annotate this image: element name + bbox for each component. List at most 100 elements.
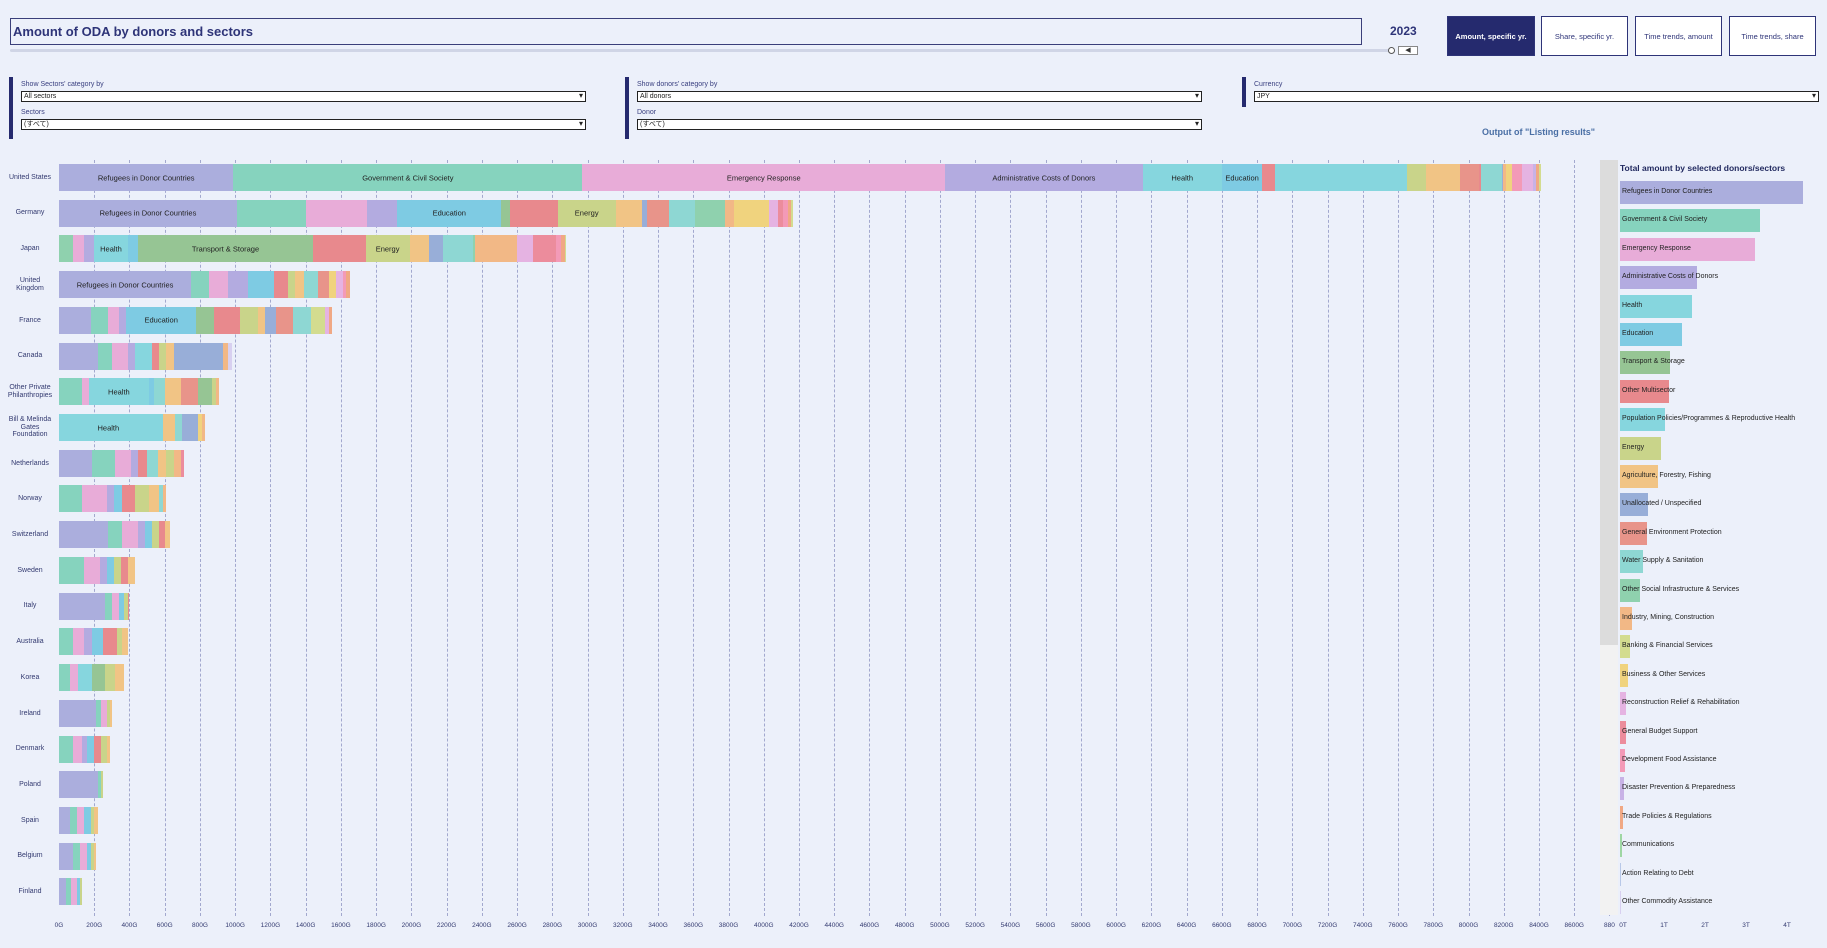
- bar-segment-education[interactable]: [87, 842, 91, 870]
- bar-segment-energy[interactable]: [212, 378, 216, 406]
- total-bar-industry-mining-construction[interactable]: [1620, 607, 1633, 630]
- bar-segment-emergency-response[interactable]: [208, 271, 229, 299]
- bar-segment-development-food-assistance[interactable]: [342, 271, 347, 299]
- bar-segment-health[interactable]: [78, 664, 93, 692]
- bar-segment-administrative-costs-of-donors[interactable]: [83, 235, 95, 263]
- total-bar-business-other-services[interactable]: [1620, 663, 1629, 687]
- bar-segment-business-other-services[interactable]: [1506, 164, 1512, 191]
- bar-segment-banking-financial-services[interactable]: [791, 199, 793, 227]
- bar-segment-government-civil-society[interactable]: [59, 485, 82, 513]
- bar-segment-energy[interactable]: [134, 485, 149, 513]
- total-bar-government-civil-society[interactable]: [1620, 209, 1761, 233]
- bar-segment-government-civil-society[interactable]: [104, 592, 112, 620]
- bar-segment-refugees-in-donor-countries[interactable]: [59, 699, 96, 727]
- bar-segment-transport-storage[interactable]: [198, 378, 213, 406]
- bar-segment-government-civil-society[interactable]: [233, 164, 583, 191]
- view-time-trends-amount-button[interactable]: Time trends, amount: [1635, 16, 1722, 56]
- bar-segment-industry-mining-construction[interactable]: [173, 449, 181, 477]
- bar-segment-refugees-in-donor-countries[interactable]: [59, 521, 109, 549]
- sector-category-select[interactable]: All sectors: [21, 91, 586, 102]
- bar-segment-industry-mining-construction[interactable]: [725, 199, 734, 227]
- bar-segment-education[interactable]: [397, 199, 502, 227]
- bar-segment-other-multisector[interactable]: [312, 235, 366, 263]
- bar-segment-emergency-response[interactable]: [81, 485, 107, 513]
- bar-segment-government-civil-society[interactable]: [97, 771, 102, 799]
- bar-segment-industry-mining-construction[interactable]: [215, 378, 220, 406]
- bar-segment-emergency-response[interactable]: [73, 235, 84, 263]
- bar-segment-other-multisector[interactable]: [1262, 164, 1275, 191]
- bar-segment-general-budget-support[interactable]: [532, 235, 556, 263]
- bar-segment-emergency-response[interactable]: [582, 164, 946, 191]
- bar-segment-general-environment-protection[interactable]: [180, 378, 199, 406]
- bar-segment-refugees-in-donor-countries[interactable]: [59, 164, 234, 191]
- bar-segment-government-civil-society[interactable]: [108, 521, 123, 549]
- bar-segment-reconstruction-relief-rehabilitation[interactable]: [335, 271, 343, 299]
- total-bar-action-relating-to-debt[interactable]: [1620, 862, 1621, 886]
- bar-segment-energy[interactable]: [124, 592, 128, 620]
- bar-segment-disaster-prevention-preparedness[interactable]: [1532, 164, 1537, 191]
- bar-segment-refugees-in-donor-countries[interactable]: [59, 878, 67, 906]
- bar-segment-government-civil-society[interactable]: [69, 806, 77, 834]
- bar-segment-agriculture-forestry-fishing[interactable]: [127, 556, 135, 584]
- bar-segment-government-civil-society[interactable]: [59, 378, 82, 406]
- bar-segment-education[interactable]: [106, 556, 114, 584]
- bar-segment-emergency-response[interactable]: [73, 735, 82, 763]
- bar-segment-energy[interactable]: [113, 556, 121, 584]
- bar-segment-education[interactable]: [83, 806, 91, 834]
- bar-segment-refugees-in-donor-countries[interactable]: [59, 199, 237, 227]
- bar-segment-government-civil-society[interactable]: [59, 628, 74, 656]
- bar-segment-other-commodity-assistance[interactable]: [228, 342, 232, 370]
- bar-segment-water-supply-sanitation[interactable]: [1480, 164, 1502, 191]
- total-bar-refugees-in-donor-countries[interactable]: [1620, 181, 1804, 204]
- total-bar-administrative-costs-of-donors[interactable]: [1620, 266, 1697, 290]
- bar-segment-government-civil-society[interactable]: [59, 664, 70, 692]
- total-bar-communications[interactable]: [1620, 834, 1622, 858]
- bar-segment-refugees-in-donor-countries[interactable]: [59, 342, 98, 370]
- bar-segment-general-environment-protection[interactable]: [275, 306, 294, 334]
- bar-segment-other-multisector[interactable]: [1479, 164, 1481, 191]
- bar-segment-energy[interactable]: [557, 199, 616, 227]
- bar-segment-other-social-infrastructure-services[interactable]: [695, 199, 725, 227]
- bar-segment-industry-mining-construction[interactable]: [1502, 164, 1507, 191]
- bar-segment-emergency-response[interactable]: [111, 592, 119, 620]
- bar-segment-unallocated-unspecified[interactable]: [182, 414, 199, 442]
- total-bar-health[interactable]: [1620, 294, 1692, 318]
- bar-segment-government-civil-society[interactable]: [59, 556, 84, 584]
- bar-segment-general-budget-support[interactable]: [180, 449, 185, 477]
- bar-segment-energy[interactable]: [101, 735, 107, 763]
- bar-segment-energy[interactable]: [90, 806, 95, 834]
- bar-segment-energy[interactable]: [166, 449, 174, 477]
- bar-segment-health[interactable]: [88, 378, 149, 406]
- bar-segment-general-environment-protection[interactable]: [1459, 164, 1480, 191]
- bar-segment-unallocated-unspecified[interactable]: [265, 306, 276, 334]
- bar-segment-agriculture-forestry-fishing[interactable]: [295, 271, 304, 299]
- bar-segment-water-supply-sanitation[interactable]: [443, 235, 474, 263]
- bar-segment-energy[interactable]: [240, 306, 259, 334]
- play-button[interactable]: ◀: [1398, 46, 1418, 55]
- bar-segment-education[interactable]: [127, 235, 139, 263]
- bar-segment-administrative-costs-of-donors[interactable]: [99, 556, 107, 584]
- bar-segment-other-multisector[interactable]: [127, 592, 130, 620]
- donor-category-select[interactable]: All donors: [637, 91, 1202, 102]
- bar-segment-education[interactable]: [247, 271, 274, 299]
- total-bar-emergency-response[interactable]: [1620, 237, 1756, 261]
- bar-segment-education[interactable]: [125, 306, 197, 334]
- bar-segment-reconstruction-relief-rehabilitation[interactable]: [325, 306, 329, 334]
- bar-segment-administrative-costs-of-donors[interactable]: [138, 521, 146, 549]
- bar-segment-health[interactable]: [134, 342, 153, 370]
- bar-segment-energy[interactable]: [152, 521, 160, 549]
- bar-segment-unallocated-unspecified[interactable]: [173, 342, 223, 370]
- bar-segment-emergency-response[interactable]: [73, 628, 84, 656]
- bar-segment-agriculture-forestry-fishing[interactable]: [94, 806, 98, 834]
- bar-segment-administrative-costs-of-donors[interactable]: [131, 449, 139, 477]
- bar-segment-energy[interactable]: [80, 878, 82, 906]
- bar-segment-other-multisector[interactable]: [94, 735, 102, 763]
- sectors-select[interactable]: (すべて): [21, 119, 586, 130]
- bar-segment-administrative-costs-of-donors[interactable]: [228, 271, 248, 299]
- bar-segment-emergency-response[interactable]: [71, 878, 77, 906]
- total-bar-development-food-assistance[interactable]: [1620, 749, 1625, 772]
- bar-segment-reconstruction-relief-rehabilitation[interactable]: [517, 235, 533, 263]
- bar-segment-transport-storage[interactable]: [92, 664, 105, 692]
- bar-segment-education[interactable]: [145, 521, 153, 549]
- bar-segment-health[interactable]: [1142, 164, 1222, 191]
